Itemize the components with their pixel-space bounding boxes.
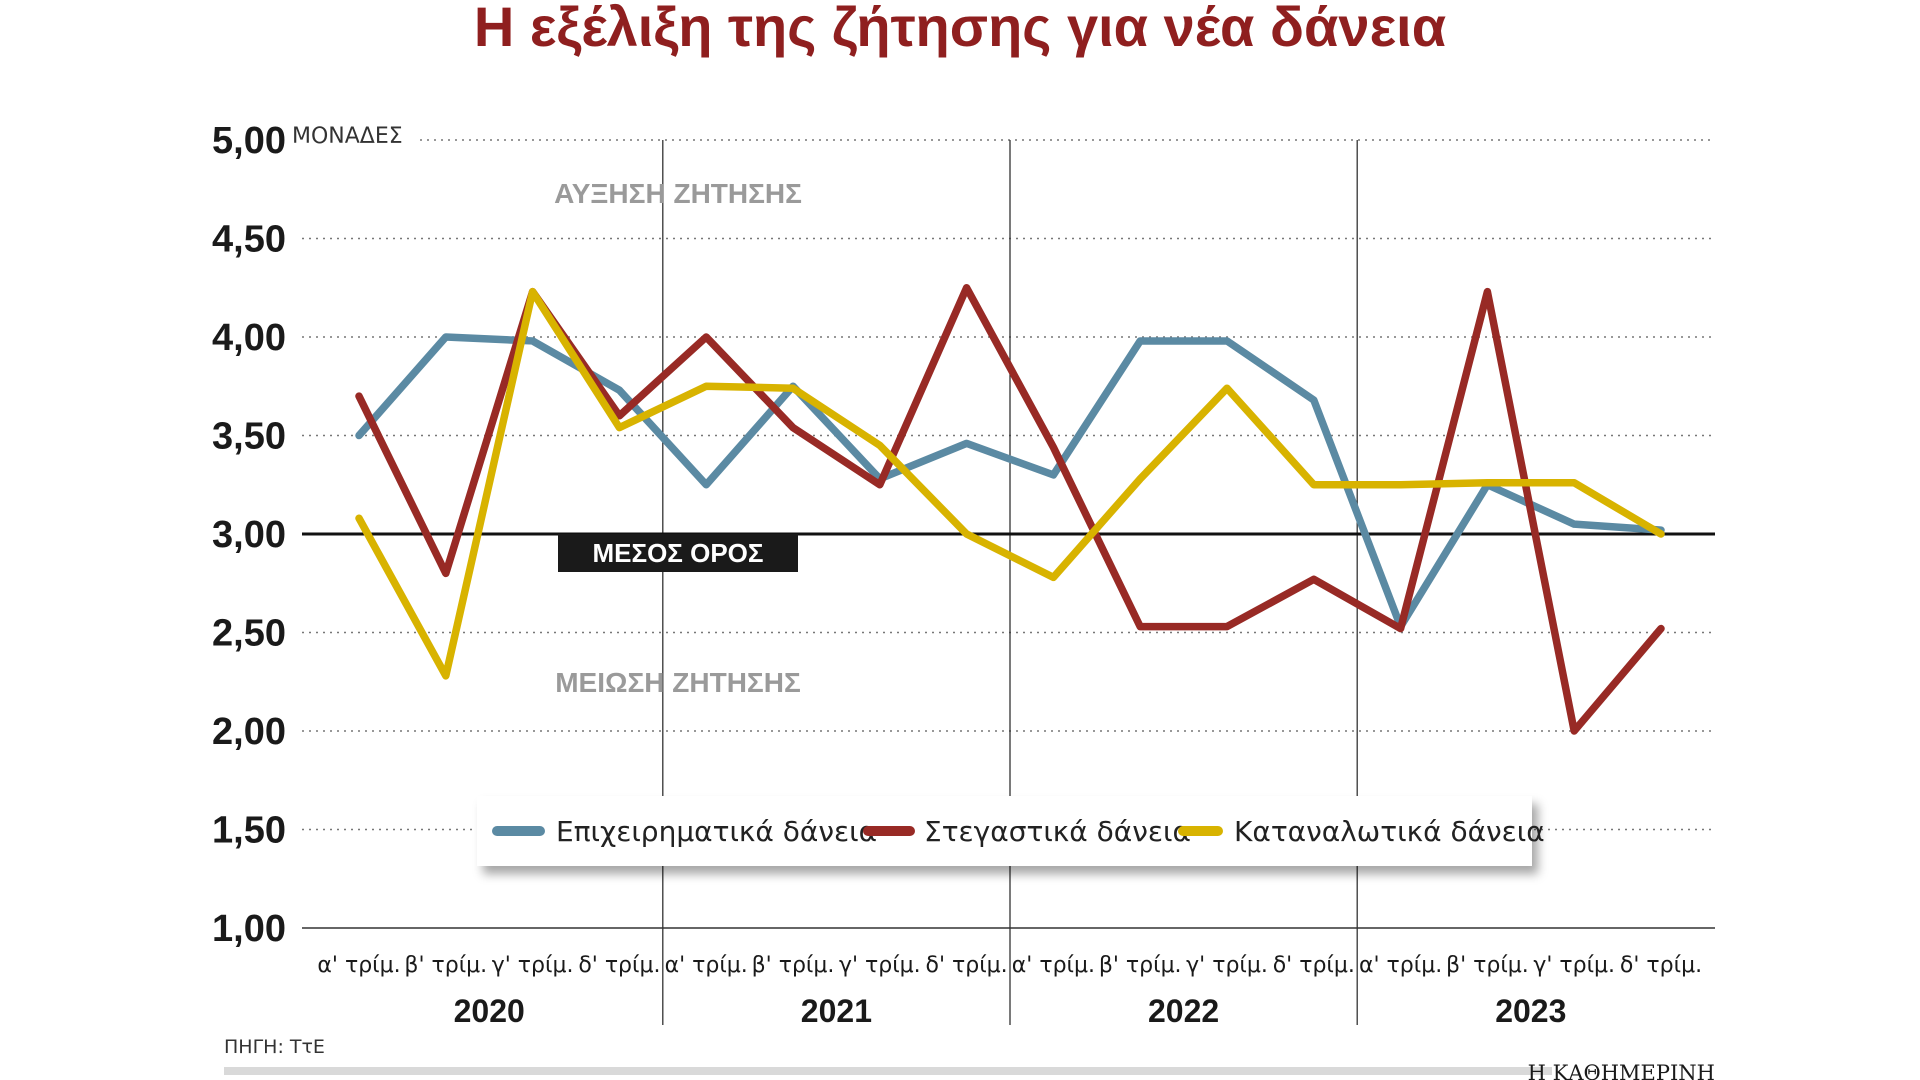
legend-label-housing: Στεγαστικά δάνεια [924, 815, 1191, 848]
y-axis: 5,00 4,50 4,00 3,50 3,00 2,50 2,00 1,50 1,00 [212, 120, 286, 950]
increase-zone-label: ΑΥΞΗΣΗ ΖΗΤΗΣΗΣ [554, 178, 802, 209]
x-tick-label: δ' τρίμ. [926, 953, 1008, 978]
y-axis-unit: ΜΟΝΑΔΕΣ [292, 124, 403, 149]
y-tick-label: 3,50 [212, 416, 286, 458]
average-badge: ΜΕΣΟΣ ΟΡΟΣ [558, 534, 798, 572]
publisher-brand: Η ΚΑΘΗΜΕΡΙΝΗ [1528, 1061, 1715, 1080]
legend-label-business: Επιχειρηματικά δάνεια [556, 815, 877, 848]
x-tick-label: α' τρίμ. [317, 953, 400, 978]
average-label: ΜΕΣΟΣ ΟΡΟΣ [592, 538, 763, 568]
consumer-loans-line [355, 287, 1665, 680]
series-lines [355, 284, 1665, 735]
year-label: 2020 [454, 993, 525, 1029]
footer-rule [224, 1067, 1552, 1075]
y-tick-label: 4,50 [212, 219, 286, 261]
x-tick-label: α' τρίμ. [1359, 953, 1442, 978]
y-tick-label: 3,00 [212, 514, 286, 556]
x-tick-label: β' τρίμ. [404, 953, 487, 978]
x-tick-label: β' τρίμ. [1099, 953, 1182, 978]
y-tick-label: 1,00 [212, 908, 286, 950]
x-tick-label: β' τρίμ. [752, 953, 835, 978]
y-tick-label: 5,00 [212, 120, 286, 162]
year-dividers [662, 140, 1358, 1025]
year-label: 2022 [1148, 993, 1219, 1029]
y-tick-label: 2,00 [212, 711, 286, 753]
x-tick-label: γ' τρίμ. [839, 953, 921, 978]
x-tick-label: δ' τρίμ. [1273, 953, 1355, 978]
x-tick-label: δ' τρίμ. [578, 953, 660, 978]
year-labels: 2020 2021 2022 2023 [454, 993, 1567, 1029]
legend-label-consumer: Καταναλωτικά δάνεια [1234, 815, 1545, 848]
y-tick-label: 2,50 [212, 613, 286, 655]
y-tick-label: 4,00 [212, 317, 286, 359]
x-tick-label: β' τρίμ. [1446, 953, 1529, 978]
legend: Επιχειρηματικά δάνεια Στεγαστικά δάνεια … [477, 796, 1545, 866]
year-label: 2021 [801, 993, 872, 1029]
x-tick-label: γ' τρίμ. [1533, 953, 1615, 978]
source-note: ΠΗΓΗ: ΤτΕ [224, 1036, 325, 1058]
x-tick-label: α' τρίμ. [1012, 953, 1095, 978]
x-tick-label: γ' τρίμ. [1186, 953, 1268, 978]
chart-title: Η εξέλιξη της ζήτησης για νέα δάνεια [474, 0, 1446, 58]
x-axis: α' τρίμ. β' τρίμ. γ' τρίμ. δ' τρίμ. α' τρίμ.… [302, 927, 1715, 978]
x-tick-label: γ' τρίμ. [492, 953, 574, 978]
x-tick-label: δ' τρίμ. [1620, 953, 1702, 978]
x-tick-label: α' τρίμ. [665, 953, 748, 978]
y-tick-label: 1,50 [212, 810, 286, 852]
year-label: 2023 [1495, 993, 1566, 1029]
decrease-zone-label: ΜΕΙΩΣΗ ΖΗΤΗΣΗΣ [555, 667, 801, 698]
